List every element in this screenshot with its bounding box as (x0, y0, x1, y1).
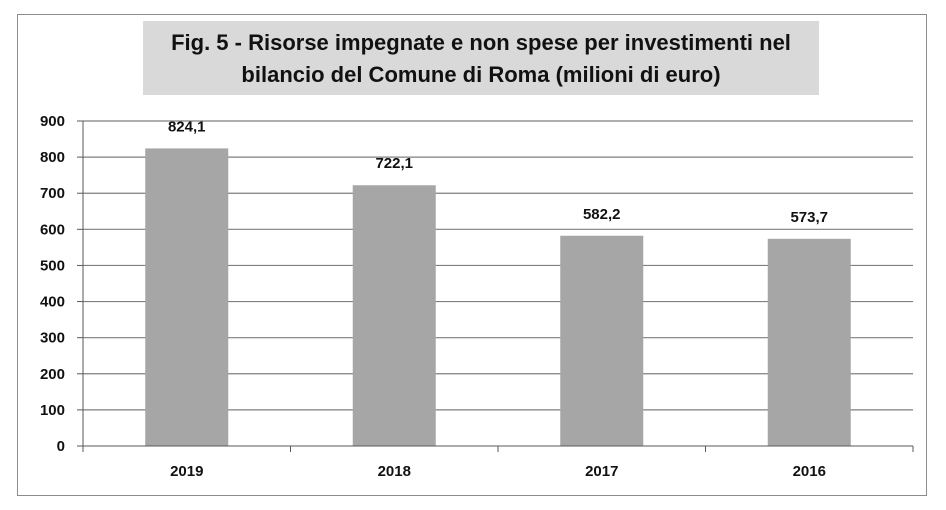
y-tick-label: 800 (40, 149, 65, 166)
x-tick-label-2017: 2017 (585, 463, 618, 480)
data-label-2016: 573,7 (790, 209, 828, 226)
y-tick-label: 300 (40, 330, 65, 347)
bar-2017 (560, 235, 644, 446)
labels: 0 100 200 300 400 500 600 700 800 900 824,1 2019 722… (40, 113, 828, 480)
y-tick-label: 500 (40, 257, 65, 274)
data-label-2017: 582,2 (583, 206, 621, 223)
data-label-2019: 824,1 (168, 118, 206, 135)
chart-title-line-2: bilancio del Comune di Roma (milioni di … (241, 62, 720, 87)
y-tick-label: 200 (40, 366, 65, 383)
bar-2018 (352, 185, 436, 446)
bar-2016 (767, 238, 851, 446)
data-label-2018: 722,1 (375, 155, 413, 172)
chart-title-line-1: Fig. 5 - Risorse impegnate e non spese p… (171, 30, 791, 55)
bar-2019 (145, 148, 229, 447)
y-tick-label: 400 (40, 294, 65, 311)
y-tick-label: 700 (40, 185, 65, 202)
axes (77, 120, 914, 452)
y-tick-label: 100 (40, 402, 65, 419)
x-tick-label-2019: 2019 (170, 463, 203, 480)
x-tick-label-2016: 2016 (793, 463, 826, 480)
bars (145, 148, 851, 447)
y-tick-label: 0 (57, 438, 65, 455)
y-tick-label: 900 (40, 113, 65, 130)
y-tick-label: 600 (40, 221, 65, 238)
x-tick-label-2018: 2018 (378, 463, 411, 480)
title-background (143, 21, 819, 95)
